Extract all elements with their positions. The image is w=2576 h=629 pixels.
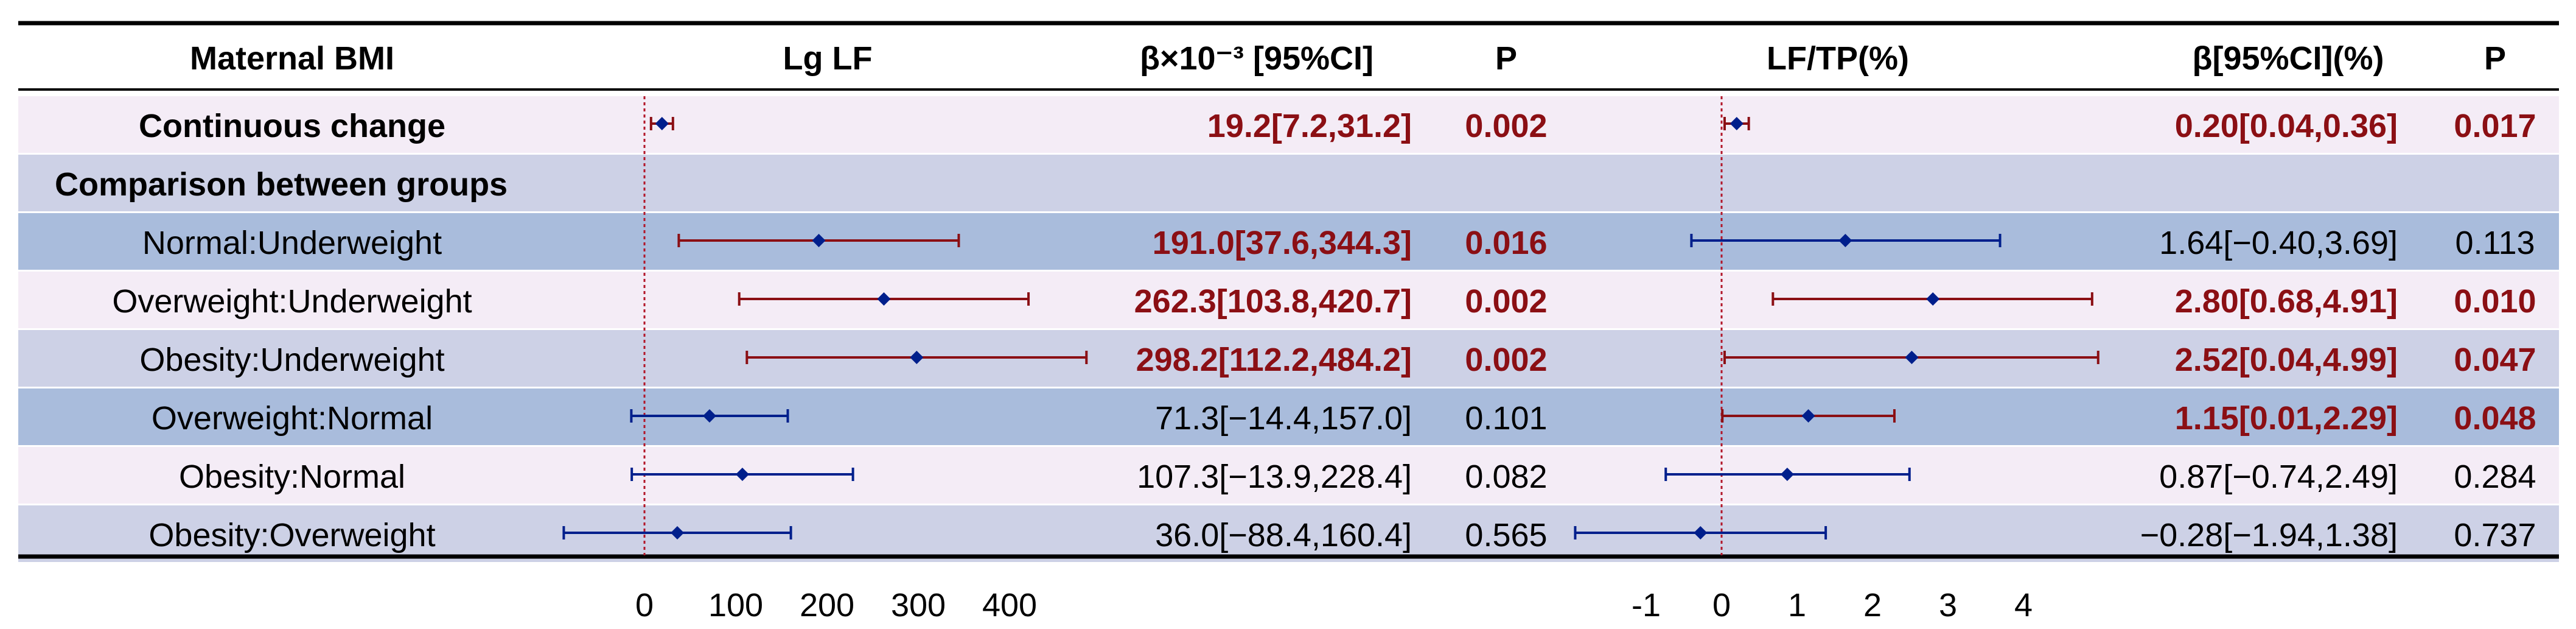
p-value-text: 0.048 bbox=[2454, 400, 2536, 437]
estimate-ci-text: −0.28[−1.94,1.38] bbox=[2140, 517, 2398, 553]
point-estimate bbox=[812, 234, 826, 247]
point-estimate bbox=[877, 292, 891, 306]
estimate-ci-text: 2.80[0.68,4.91] bbox=[2175, 283, 2398, 320]
estimate-ci-text: 36.0[−88.4,160.4] bbox=[1155, 517, 1412, 553]
point-estimate bbox=[735, 468, 749, 481]
point-estimate bbox=[1694, 526, 1708, 539]
lglf-axis: 0 100 200 300 400 bbox=[635, 587, 1037, 624]
p-value-text: 0.101 bbox=[1465, 400, 1547, 437]
x-tick-label: 300 bbox=[891, 587, 946, 624]
point-estimate bbox=[1926, 292, 1940, 306]
row-label: Obesity:Overweight bbox=[148, 517, 435, 553]
x-tick-label: -1 bbox=[1632, 587, 1661, 624]
row-band bbox=[18, 155, 2559, 211]
p-value-text: 0.082 bbox=[1465, 459, 1547, 495]
point-estimate bbox=[655, 117, 669, 130]
column-headers: Maternal BMI Lg LF β×10⁻³ [95%CI] P LF/T… bbox=[190, 40, 2506, 77]
header-beta1: β×10⁻³ [95%CI] bbox=[1140, 40, 1374, 77]
row-band bbox=[18, 330, 2559, 387]
estimate-ci-text: 71.3[−14.4,157.0] bbox=[1155, 400, 1412, 437]
x-tick-label: 1 bbox=[1788, 587, 1806, 624]
estimate-ci-text: 298.2[112.2,484.2] bbox=[1136, 342, 1412, 378]
estimate-ci-text: 2.52[0.04,4.99] bbox=[2175, 342, 2398, 378]
estimate-ci-text: 1.15[0.01,2.29] bbox=[2175, 400, 2398, 437]
p-value-text: 0.002 bbox=[1465, 283, 1547, 320]
x-tick-label: 3 bbox=[1939, 587, 1957, 624]
row-labels: Continuous change Comparison between grou… bbox=[55, 108, 508, 553]
header-p2: P bbox=[2484, 40, 2506, 77]
point-estimate bbox=[1730, 117, 1744, 130]
header-lftp: LF/TP(%) bbox=[1767, 40, 1909, 77]
x-tick-label: 2 bbox=[1863, 587, 1882, 624]
row-label: Obesity:Underweight bbox=[139, 342, 444, 378]
x-tick-label: 4 bbox=[2014, 587, 2033, 624]
x-tick-label: 200 bbox=[800, 587, 854, 624]
p-value-text: 0.010 bbox=[2454, 283, 2536, 320]
p-value-text: 0.002 bbox=[1465, 342, 1547, 378]
p-value-text: 0.017 bbox=[2454, 108, 2536, 144]
row-band bbox=[18, 388, 2559, 445]
p-value-text: 0.002 bbox=[1465, 108, 1547, 144]
lglf-panel: 19.2[7.2,31.2] 0.002 191.0[37.6,344.3] 0.01… bbox=[562, 96, 1548, 555]
estimate-ci-text: 191.0[37.6,344.3] bbox=[1153, 225, 1412, 261]
row-label: Overweight:Underweight bbox=[112, 283, 472, 320]
lftp-panel: 0.20[0.04,0.36] 0.017 1.64[−0.40,3.69] 0.11… bbox=[1574, 96, 2536, 555]
p-value-text: 0.016 bbox=[1465, 225, 1547, 261]
row-backgrounds bbox=[18, 96, 2559, 562]
row-band bbox=[18, 96, 2559, 153]
point-estimate bbox=[702, 409, 716, 423]
row-band bbox=[18, 272, 2559, 328]
header-group: Maternal BMI bbox=[190, 40, 394, 77]
p-value-text: 0.565 bbox=[1465, 517, 1547, 553]
estimate-ci-text: 19.2[7.2,31.2] bbox=[1207, 108, 1412, 144]
header-p1: P bbox=[1495, 40, 1517, 77]
row-band bbox=[18, 505, 2559, 562]
estimate-ci-text: 1.64[−0.40,3.69] bbox=[2159, 225, 2398, 261]
x-tick-label: 0 bbox=[635, 587, 654, 624]
point-estimate bbox=[1838, 234, 1852, 247]
row-band bbox=[18, 447, 2559, 504]
point-estimate bbox=[1780, 468, 1794, 481]
p-value-text: 0.284 bbox=[2454, 459, 2536, 495]
row-label: Comparison between groups bbox=[55, 166, 508, 203]
x-tick-label: 100 bbox=[708, 587, 763, 624]
p-value-text: 0.737 bbox=[2454, 517, 2536, 553]
p-value-text: 0.113 bbox=[2455, 225, 2535, 261]
header-lglf: Lg LF bbox=[783, 40, 873, 77]
row-label: Obesity:Normal bbox=[179, 459, 405, 495]
x-tick-label: 0 bbox=[1712, 587, 1731, 624]
row-label: Continuous change bbox=[139, 108, 445, 144]
x-tick-label: 400 bbox=[982, 587, 1037, 624]
header-beta2: β[95%CI](%) bbox=[2193, 40, 2384, 77]
point-estimate bbox=[671, 526, 684, 539]
estimate-ci-text: 0.20[0.04,0.36] bbox=[2175, 108, 2398, 144]
estimate-ci-text: 107.3[−13.9,228.4] bbox=[1137, 459, 1412, 495]
lftp-axis: -1 0 1 2 3 4 bbox=[1632, 587, 2033, 624]
point-estimate bbox=[910, 351, 924, 364]
point-estimate bbox=[1801, 409, 1815, 423]
estimate-ci-text: 262.3[103.8,420.7] bbox=[1134, 283, 1412, 320]
row-label: Overweight:Normal bbox=[152, 400, 433, 437]
p-value-text: 0.047 bbox=[2454, 342, 2536, 378]
point-estimate bbox=[1905, 351, 1919, 364]
row-label: Normal:Underweight bbox=[142, 225, 442, 261]
row-band bbox=[18, 213, 2559, 270]
estimate-ci-text: 0.87[−0.74,2.49] bbox=[2159, 459, 2398, 495]
